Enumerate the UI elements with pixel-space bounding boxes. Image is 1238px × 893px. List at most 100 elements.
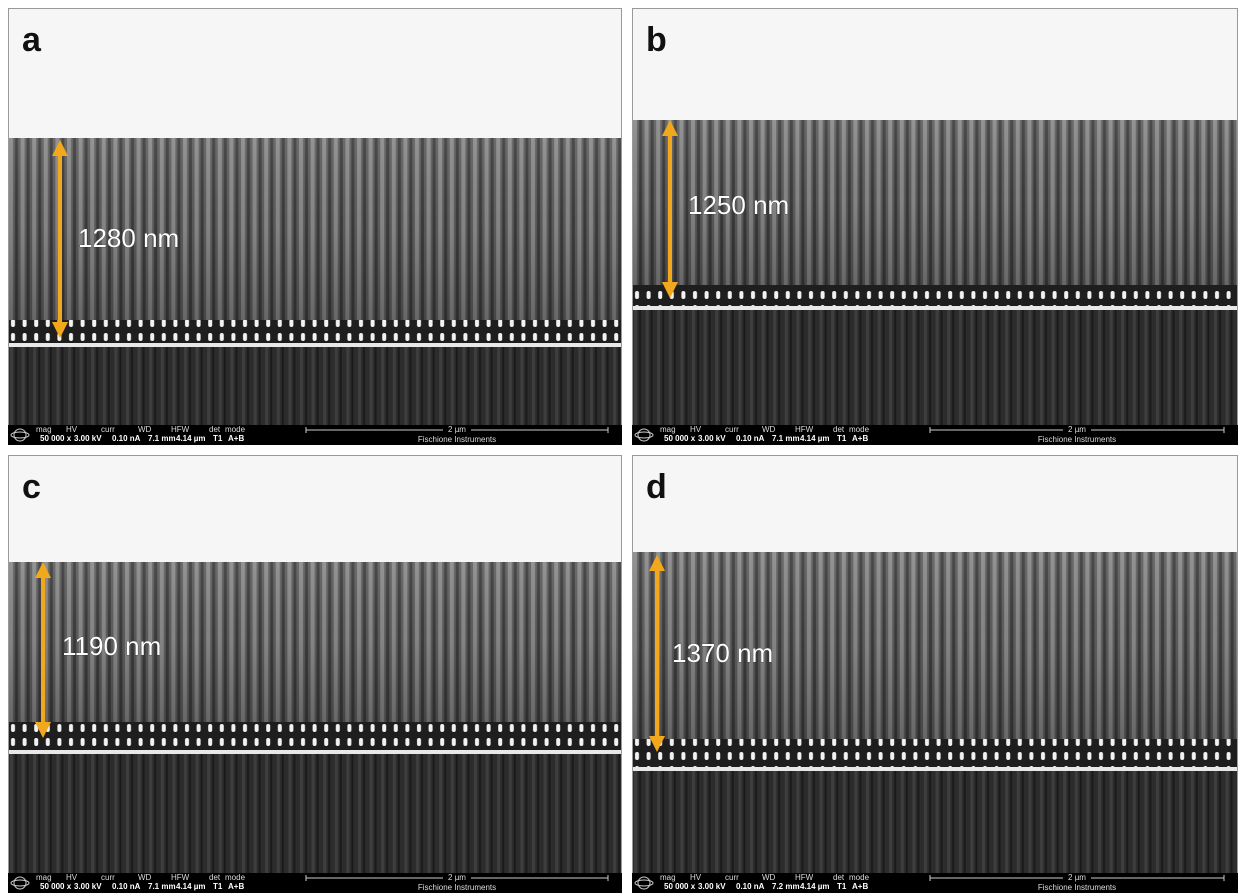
bar-header: det — [833, 873, 845, 882]
bar-header: WD — [762, 425, 776, 434]
bar-value: 4.14 µm — [800, 434, 830, 443]
arrow-head — [52, 140, 68, 156]
bar-header: mode — [849, 873, 870, 882]
bar-header: HFW — [795, 425, 814, 434]
bar-value: 0.10 nA — [736, 882, 765, 891]
bar-value: 4.14 µm — [800, 882, 830, 891]
bar-header: HV — [66, 425, 78, 434]
bar-header: WD — [138, 425, 152, 434]
bar-header: curr — [725, 425, 739, 434]
logo — [637, 876, 651, 890]
bar-header: curr — [725, 873, 739, 882]
logo — [13, 428, 27, 442]
bar-value: 3.00 kV — [698, 882, 726, 891]
sem-panel: c 1190 nm mag HV curr WD HFW det mode 50 000 x 3.0… — [8, 455, 622, 893]
bar-value: T1 — [213, 434, 223, 443]
bar-header: HFW — [795, 873, 814, 882]
credit: Fischione Instruments — [418, 435, 496, 444]
substrate — [632, 769, 1238, 873]
bar-header: mag — [36, 873, 52, 882]
bar-header: curr — [101, 425, 115, 434]
arrow-head — [52, 322, 68, 338]
shading — [632, 552, 1238, 739]
bar-value: 50 000 x — [664, 882, 696, 891]
sem-panel: b 1250 nm mag HV curr WD HFW det mode 50 000 x 3.0… — [632, 8, 1238, 445]
interface-line — [8, 750, 622, 754]
measurement: 1250 nm — [688, 190, 789, 220]
info-bar: mag HV curr WD HFW det mode 50 000 x 3.00 kV 0.10… — [8, 425, 622, 445]
arrow-head — [662, 120, 678, 136]
bar-header: mag — [660, 873, 676, 882]
info-bar: mag HV curr WD HFW det mode 50 000 x 3.00 kV 0.10… — [632, 425, 1238, 445]
panel-label: a — [22, 21, 42, 59]
scale-label-bg — [1063, 426, 1091, 434]
logo — [634, 431, 654, 439]
bar-header: HV — [690, 425, 702, 434]
scale-label: 2 µm — [448, 873, 466, 882]
dot-row — [8, 320, 622, 345]
bar-value: 50 000 x — [664, 434, 696, 443]
bar-header: WD — [138, 873, 152, 882]
bar-value: A+B — [228, 434, 244, 443]
bar-value: 0.10 nA — [112, 882, 141, 891]
dot-row — [632, 739, 1238, 769]
bar-header: mode — [849, 425, 870, 434]
scale-label: 2 µm — [1068, 425, 1086, 434]
arrow-head — [662, 282, 678, 298]
logo — [634, 879, 654, 887]
bar-header: HFW — [171, 873, 190, 882]
bar-value: 50 000 x — [40, 882, 72, 891]
scale-label: 2 µm — [1068, 873, 1086, 882]
bar-value: T1 — [837, 434, 847, 443]
bar-header: mode — [225, 425, 246, 434]
substrate — [632, 308, 1238, 425]
interface-line — [632, 306, 1238, 310]
logo — [637, 428, 651, 442]
info-bar: mag HV curr WD HFW det mode 50 000 x 3.00 kV 0.10… — [8, 873, 622, 893]
bar-value: 4.14 µm — [176, 882, 206, 891]
bar-value: 3.00 kV — [698, 434, 726, 443]
bar-header: det — [209, 425, 221, 434]
scale-label-bg — [1063, 874, 1091, 882]
dot-row — [8, 722, 622, 752]
interface-line — [632, 767, 1238, 771]
bar-value: 7.1 mm — [148, 434, 176, 443]
bar-value: 0.10 nA — [112, 434, 141, 443]
bar-header: mag — [660, 425, 676, 434]
bar-header: mode — [225, 873, 246, 882]
shading — [632, 120, 1238, 285]
scale-label: 2 µm — [448, 425, 466, 434]
arrow-head — [35, 722, 51, 738]
bar-header: mag — [36, 425, 52, 434]
bar-value: 7.2 mm — [772, 882, 800, 891]
credit: Fischione Instruments — [1038, 883, 1116, 892]
logo — [10, 879, 30, 887]
bar-value: A+B — [228, 882, 244, 891]
bar-header: curr — [101, 873, 115, 882]
credit: Fischione Instruments — [418, 883, 496, 892]
bar-header: HFW — [171, 425, 190, 434]
arrow-head — [649, 736, 665, 752]
shading — [8, 562, 622, 722]
logo — [10, 431, 30, 439]
bar-header: det — [209, 873, 221, 882]
bar-value: A+B — [852, 882, 868, 891]
substrate — [8, 345, 622, 425]
scale-label-bg — [443, 426, 471, 434]
bar-value: 50 000 x — [40, 434, 72, 443]
bar-header: det — [833, 425, 845, 434]
bar-value: T1 — [837, 882, 847, 891]
bar-value: T1 — [213, 882, 223, 891]
measurement: 1370 nm — [672, 638, 773, 668]
sem-panel: d 1370 nm mag HV curr WD HFW det mode 50 000 x 3.0… — [632, 455, 1238, 893]
scale-label-bg — [443, 874, 471, 882]
dot-row — [632, 285, 1238, 308]
bar-header: HV — [690, 873, 702, 882]
bar-value: 4.14 µm — [176, 434, 206, 443]
shading — [8, 138, 622, 320]
bar-value: 7.1 mm — [772, 434, 800, 443]
interface-line — [8, 343, 622, 347]
logo — [13, 876, 27, 890]
bar-value: 3.00 kV — [74, 882, 102, 891]
